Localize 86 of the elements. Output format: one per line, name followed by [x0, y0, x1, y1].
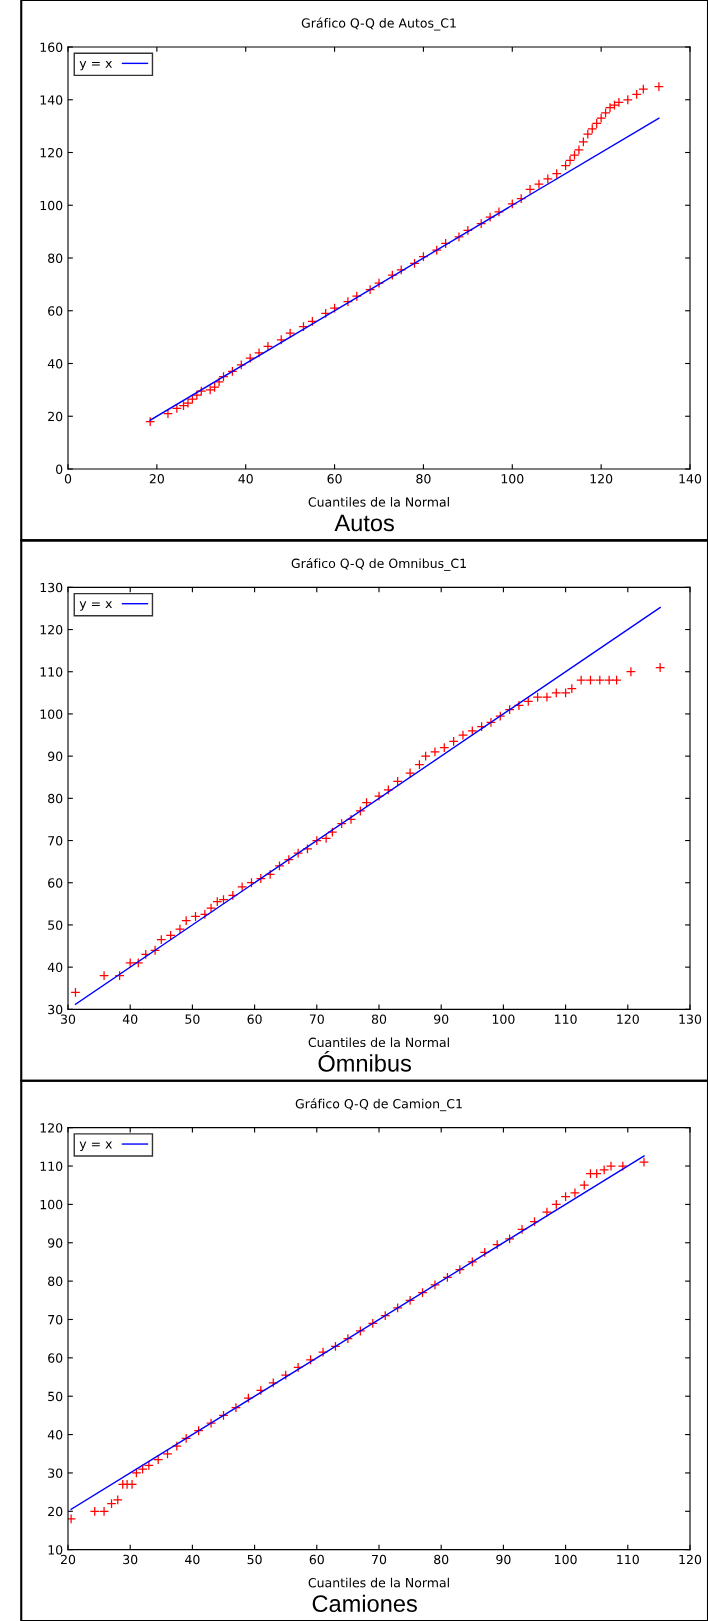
x-axis-title: Cuantiles de la Normal	[308, 1037, 449, 1048]
x-tick-label: 100	[555, 1554, 577, 1565]
y-tick-label: 110	[40, 1161, 63, 1171]
x-tick-label: 120	[617, 1014, 639, 1024]
x-tick-label: 40	[238, 474, 253, 484]
x-tick-label: 40	[122, 1014, 138, 1024]
point	[127, 1479, 138, 1490]
y-tick-label: 60	[48, 306, 63, 316]
point	[206, 1418, 217, 1429]
y-tick-label: 40	[47, 358, 63, 369]
y-tick-label: 140	[40, 95, 63, 105]
point	[405, 1295, 416, 1306]
point	[569, 1187, 580, 1198]
y-tick-label: 50	[48, 920, 63, 930]
x-tick-label: 70	[309, 1014, 324, 1024]
x-tick-label: 50	[247, 1554, 262, 1565]
point	[541, 1207, 552, 1218]
y-tick-label: 0	[56, 464, 63, 474]
y-tick-label: 50	[48, 1391, 63, 1402]
x-axis-title: Cuantiles de la Normal	[308, 497, 449, 507]
x-tick-label: 20	[60, 1554, 76, 1565]
x-tick-label: 120	[679, 1554, 702, 1565]
chart-title: Gráfico Q-Q de Omnibus_C1	[291, 557, 466, 571]
text: Ómnibus	[318, 1050, 412, 1072]
y-tick-label: 30	[48, 1004, 63, 1015]
x-tick-label: 20	[149, 474, 164, 484]
y-tick-label: 60	[48, 1353, 63, 1363]
x-tick-label: 110	[617, 1554, 639, 1565]
x-tick-label: 0	[64, 474, 72, 484]
y-tick-label: 70	[48, 1314, 63, 1325]
x-tick-label: 100	[501, 474, 524, 484]
chart-title: Gráfico Q-Q de Autos_C1	[301, 17, 456, 31]
x-tick-label: 30	[123, 1554, 138, 1565]
x-tick-label: 80	[371, 1014, 387, 1024]
point	[99, 1506, 110, 1517]
x-tick-label: 100	[492, 1014, 515, 1024]
y-tick-label: 20	[48, 411, 63, 422]
y-tick-label: 160	[40, 42, 63, 52]
point	[342, 1333, 353, 1344]
x-tick-label: 30	[61, 1014, 76, 1024]
x-tick-label: 60	[327, 474, 342, 484]
x-tick-label: 140	[679, 474, 702, 484]
y-tick-label: 90	[48, 1238, 63, 1248]
y-tick-label: 130	[40, 582, 63, 593]
x-axis-title: Cuantiles de la Normal	[308, 1577, 449, 1588]
x-tick-label: 120	[590, 474, 613, 484]
chart-title: Gráfico Q-Q de Camion_C1	[295, 1098, 462, 1112]
point	[318, 1347, 329, 1358]
y-tick-label: 70	[48, 836, 63, 846]
x-tick-label: 80	[416, 474, 431, 484]
x-tick-label: 130	[679, 1014, 702, 1024]
y-tick-label: 120	[40, 625, 63, 635]
x-tick-label: 90	[496, 1554, 511, 1565]
y-tick-label: 80	[48, 1276, 63, 1287]
y-tick-label: 120	[40, 147, 63, 158]
x-tick-label: 60	[309, 1554, 324, 1565]
y-tick-label: 90	[48, 751, 63, 762]
y-tick-label: 30	[48, 1468, 63, 1478]
y-tick-label: 10	[48, 1545, 63, 1555]
y-tick-label: 100	[40, 1199, 63, 1210]
legend-label: y = x	[79, 60, 113, 71]
x-tick-label: 40	[185, 1554, 200, 1565]
legend-label: y = x	[79, 1141, 113, 1152]
x-tick-label: 90	[434, 1014, 449, 1024]
x-tick-label: 60	[247, 1014, 262, 1024]
point	[429, 1279, 440, 1290]
y-tick-label: 110	[40, 667, 63, 677]
point	[638, 1157, 649, 1168]
y-tick-label: 80	[48, 253, 63, 263]
text: Autos	[334, 514, 394, 532]
point	[230, 1402, 241, 1413]
y-tick-label: 80	[48, 793, 63, 804]
y-tick-label: 100	[40, 709, 63, 719]
y-tick-label: 60	[48, 878, 63, 888]
y-tick-label: 40	[47, 962, 63, 973]
y-tick-label: 40	[47, 1430, 63, 1440]
x-tick-label: 110	[555, 1014, 577, 1024]
y-tick-label: 100	[40, 200, 63, 211]
x-tick-label: 70	[372, 1554, 387, 1565]
y-tick-label: 20	[48, 1506, 63, 1517]
x-tick-label: 50	[185, 1014, 200, 1024]
y-tick-label: 120	[40, 1123, 63, 1133]
x-tick-label: 80	[434, 1554, 449, 1565]
legend-label: y = x	[79, 601, 113, 611]
point	[68, 1513, 77, 1524]
text: Camiones	[312, 1594, 417, 1612]
